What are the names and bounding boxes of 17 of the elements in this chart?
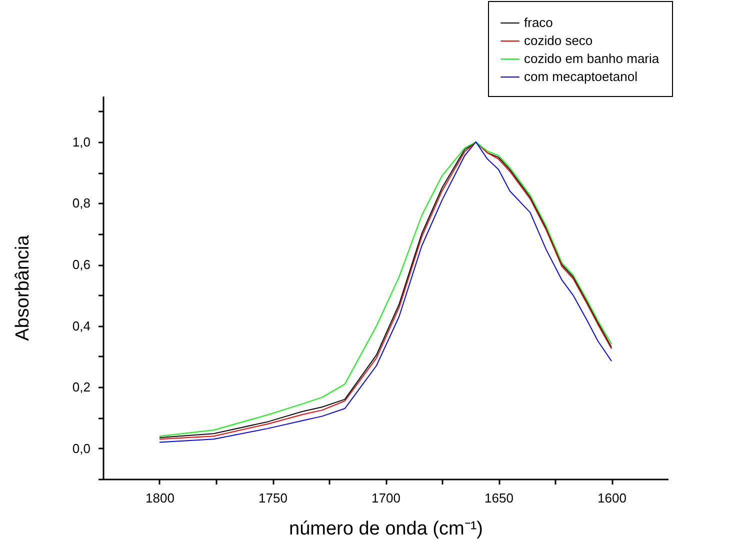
- x-tick-label: 1700: [372, 490, 400, 506]
- legend-label: cozido em banho maria: [524, 51, 660, 66]
- y-tick-label: 0,2: [72, 380, 90, 395]
- y-tick-label: 1,0: [72, 134, 90, 150]
- legend-label: fraco: [524, 15, 553, 30]
- y-tick-label: 0,6: [72, 257, 90, 272]
- x-tick-label: 1650: [484, 490, 514, 506]
- x-axis-title: número de onda (cm⁻¹): [289, 518, 483, 540]
- y-tick-label: 0,4: [72, 318, 90, 334]
- legend-label: cozido seco: [524, 33, 593, 48]
- x-tick-label: 1750: [258, 490, 288, 506]
- x-tick-label: 1800: [146, 490, 174, 506]
- y-tick-label: 0,8: [72, 196, 90, 211]
- x-tick-label: 1600: [598, 490, 626, 506]
- y-tick-label: 0,0: [72, 440, 90, 456]
- legend-label: com mecaptoetanol: [524, 69, 638, 84]
- y-axis-title: Absorbância: [12, 234, 34, 341]
